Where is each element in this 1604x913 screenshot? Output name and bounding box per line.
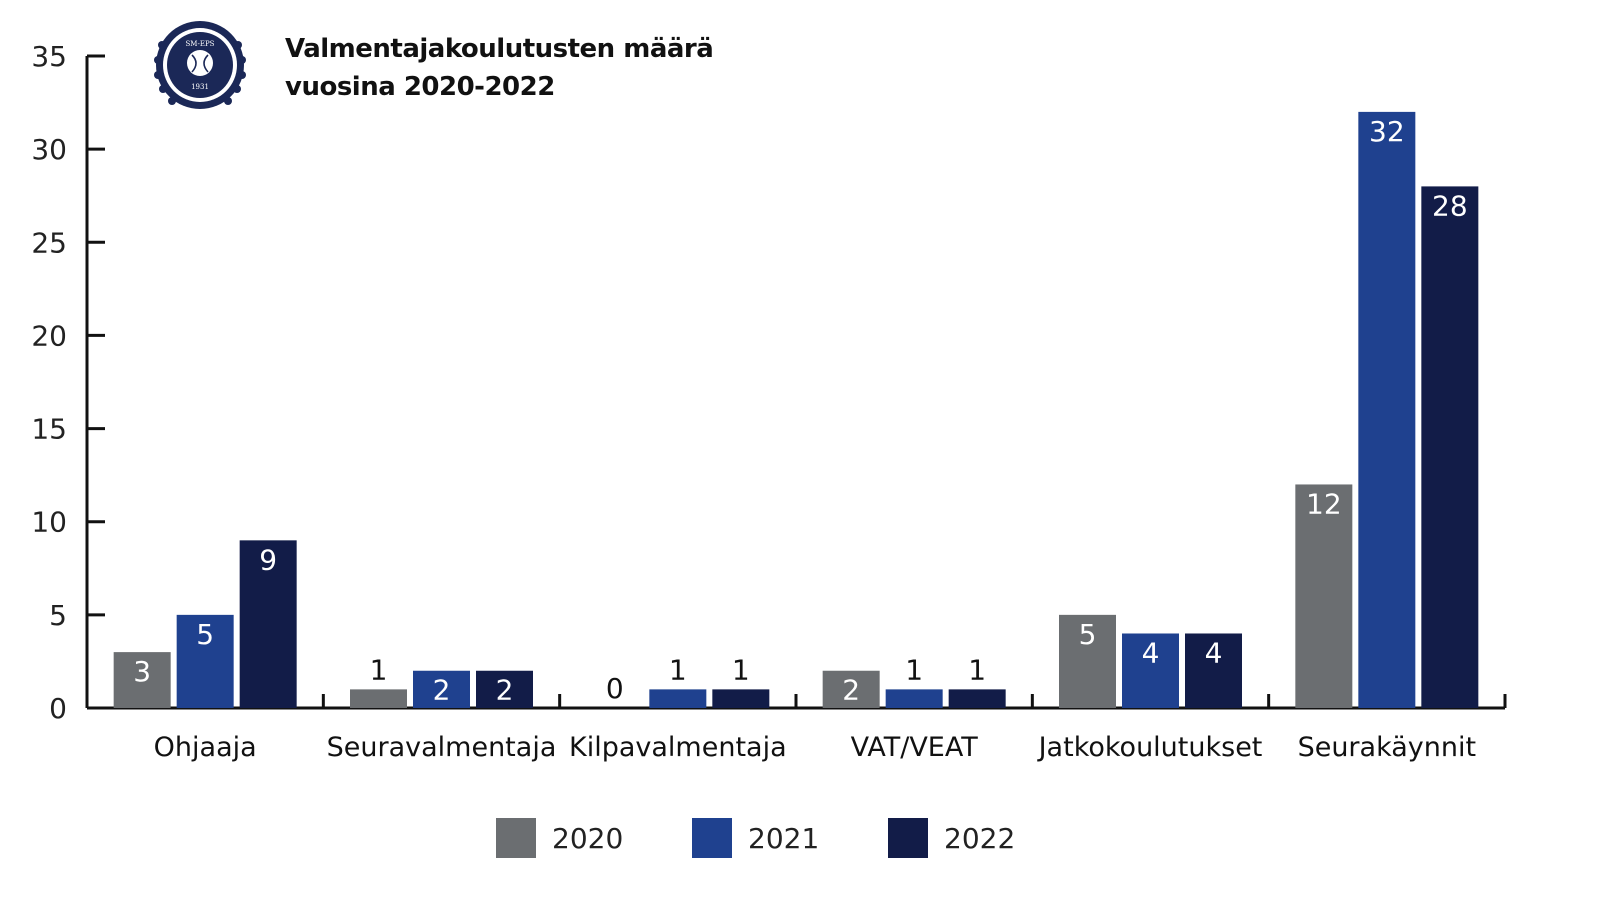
bar <box>1421 186 1479 708</box>
data-label: 1 <box>370 653 388 686</box>
logo-top-text: SM-EPS <box>186 40 215 48</box>
legend-label: 2021 <box>748 822 819 855</box>
data-label: 1 <box>968 653 986 686</box>
y-tick-label: 20 <box>31 319 67 352</box>
data-label: 32 <box>1369 115 1405 148</box>
bar <box>1295 484 1353 708</box>
data-label: 12 <box>1306 487 1342 520</box>
club-emblem-logo: SM-EPS 1931 <box>154 21 246 109</box>
data-label: 1 <box>732 653 750 686</box>
x-axis: Ohjaaja Seuravalmentaja Kilpavalmentaja VAT… <box>87 694 1507 763</box>
y-tick-label: 30 <box>31 133 67 166</box>
data-label: 4 <box>1142 636 1160 669</box>
bar <box>350 689 407 708</box>
y-axis: 0 5 10 15 20 25 30 35 <box>31 40 105 725</box>
data-label: 0 <box>606 672 624 705</box>
bar <box>885 689 943 708</box>
legend-swatch <box>692 818 732 858</box>
data-label: 2 <box>496 674 514 707</box>
bar <box>113 652 171 708</box>
bar <box>239 540 297 708</box>
bar <box>1185 633 1242 708</box>
x-category-label: Kilpavalmentaja <box>569 732 787 763</box>
y-tick-label: 0 <box>49 692 67 725</box>
bar <box>1059 614 1116 708</box>
x-category-label: Seuravalmentaja <box>327 732 557 763</box>
x-category-label: Ohjaaja <box>154 732 257 763</box>
data-label: 28 <box>1432 189 1468 222</box>
bars <box>113 111 1479 708</box>
bar <box>822 670 880 708</box>
x-category-label: Seurakäynnit <box>1298 732 1477 763</box>
bar <box>1122 633 1179 708</box>
legend-swatch <box>496 818 536 858</box>
legend-label: 2020 <box>552 822 623 855</box>
chart-title-line-1: Valmentajakoulutusten määrä <box>285 34 714 64</box>
y-tick-label: 5 <box>49 599 67 632</box>
bar <box>413 670 470 708</box>
y-tick-label: 15 <box>31 413 67 446</box>
legend: 2020 2021 2022 <box>496 818 1015 858</box>
data-label: 2 <box>433 674 451 707</box>
chart-title: Valmentajakoulutusten määrä vuosina 2020… <box>285 30 714 106</box>
data-label: 3 <box>133 655 151 688</box>
chart-title-line-2: vuosina 2020-2022 <box>285 72 555 102</box>
data-label: 5 <box>1079 618 1097 651</box>
data-label: 2 <box>842 674 860 707</box>
bar <box>649 689 707 708</box>
bar <box>712 689 770 708</box>
bar <box>476 670 533 708</box>
data-label: 5 <box>196 618 214 651</box>
x-category-label: VAT/VEAT <box>851 732 979 763</box>
y-tick-label: 35 <box>31 40 67 73</box>
logo-bottom-text: 1931 <box>191 83 209 91</box>
bar <box>1358 111 1416 708</box>
legend-swatch <box>888 818 928 858</box>
x-category-label: Jatkokoulutukset <box>1037 732 1263 763</box>
data-label: 1 <box>669 653 687 686</box>
y-tick-label: 25 <box>31 226 67 259</box>
data-label: 1 <box>905 653 923 686</box>
bar <box>948 689 1006 708</box>
y-tick-label: 10 <box>31 506 67 539</box>
legend-label: 2022 <box>944 822 1015 855</box>
data-label: 4 <box>1205 636 1223 669</box>
bar <box>176 614 234 708</box>
data-label: 9 <box>259 543 277 576</box>
